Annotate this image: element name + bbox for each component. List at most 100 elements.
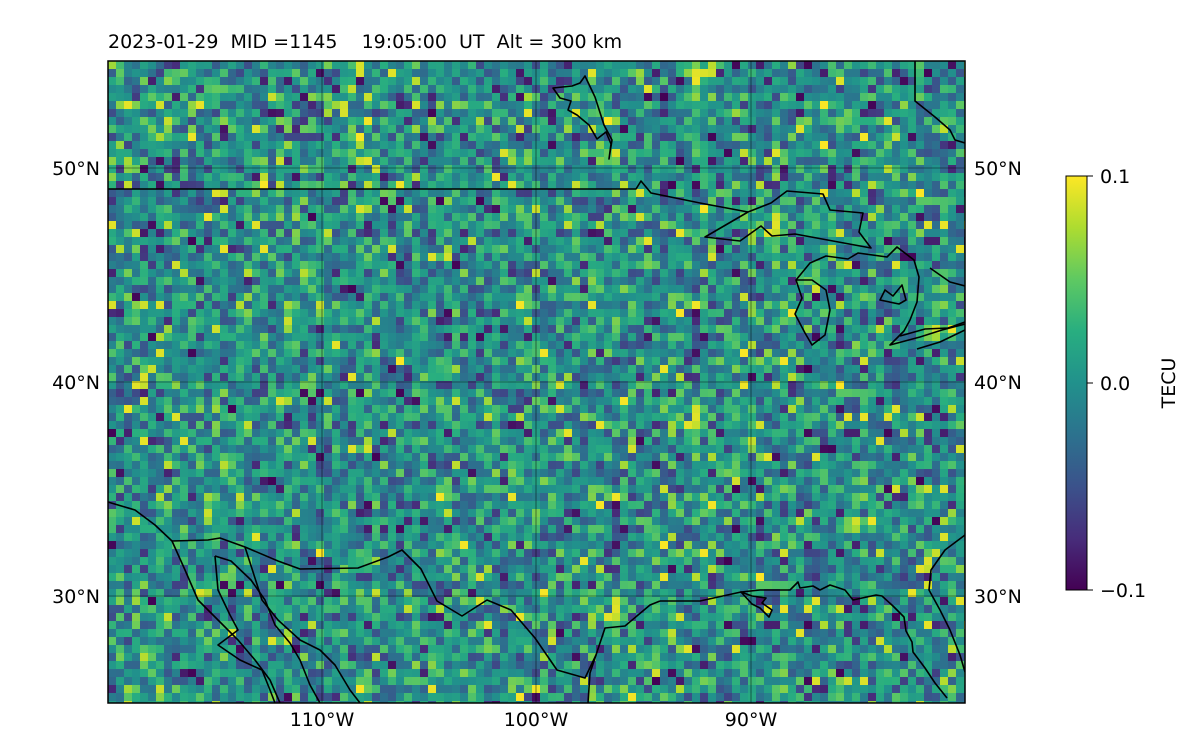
heatmap-cell [252, 253, 261, 262]
heatmap-cell [164, 349, 173, 358]
heatmap-cell [292, 285, 301, 294]
heatmap-cell [636, 309, 645, 318]
heatmap-cell [396, 397, 405, 406]
heatmap-cell [820, 165, 829, 174]
heatmap-cell [844, 325, 853, 334]
heatmap-cell [884, 85, 893, 94]
heatmap-cell [228, 405, 237, 414]
heatmap-cell [820, 413, 829, 422]
heatmap-cell [492, 69, 501, 78]
heatmap-cell [844, 85, 853, 94]
heatmap-cell [540, 397, 549, 406]
heatmap-cell [700, 245, 709, 254]
heatmap-cell [956, 61, 965, 70]
heatmap-cell [684, 229, 693, 238]
heatmap-cell [812, 117, 821, 126]
heatmap-cell [852, 325, 861, 334]
heatmap-cell [836, 373, 845, 382]
heatmap-cell [700, 341, 709, 350]
heatmap-cell [684, 125, 693, 134]
heatmap-cell [820, 85, 829, 94]
heatmap-cell [540, 277, 549, 286]
heatmap-cell [756, 189, 765, 198]
heatmap-cell [500, 157, 509, 166]
heatmap-cell [228, 373, 237, 382]
heatmap-cell [916, 325, 925, 334]
heatmap-cell [556, 309, 565, 318]
heatmap-cell [692, 381, 701, 390]
heatmap-cell [940, 421, 949, 430]
heatmap-cell [244, 85, 253, 94]
heatmap-cell [268, 373, 277, 382]
heatmap-cell [284, 205, 293, 214]
heatmap-cell [420, 61, 429, 70]
heatmap-cell [172, 277, 181, 286]
heatmap-cell [500, 421, 509, 430]
heatmap-cell [340, 173, 349, 182]
heatmap-cell [180, 349, 189, 358]
heatmap-cell [420, 325, 429, 334]
heatmap-cell [212, 61, 221, 70]
heatmap-cell [484, 269, 493, 278]
heatmap-cell [244, 149, 253, 158]
heatmap-cell [452, 189, 461, 198]
heatmap-cell [140, 61, 149, 70]
heatmap-cell [620, 269, 629, 278]
heatmap-cell [940, 245, 949, 254]
heatmap-cell [732, 125, 741, 134]
heatmap-cell [932, 101, 941, 110]
heatmap-cell [436, 237, 445, 246]
heatmap-cell [716, 317, 725, 326]
heatmap-cell [732, 69, 741, 78]
heatmap-cell [212, 77, 221, 86]
heatmap-cell [388, 317, 397, 326]
heatmap-cell [716, 117, 725, 126]
heatmap-cell [868, 189, 877, 198]
heatmap-cell [652, 277, 661, 286]
heatmap-cell [604, 173, 613, 182]
heatmap-cell [812, 133, 821, 142]
heatmap-cell [916, 397, 925, 406]
heatmap-cell [844, 109, 853, 118]
heatmap-cell [340, 181, 349, 190]
heatmap-cell [268, 341, 277, 350]
heatmap-cell [764, 261, 773, 270]
heatmap-cell [308, 333, 317, 342]
heatmap-cell [500, 293, 509, 302]
heatmap-cell [956, 277, 965, 286]
heatmap-cell [596, 117, 605, 126]
heatmap-cell [780, 261, 789, 270]
heatmap-cell [124, 429, 133, 438]
heatmap-cell [772, 317, 781, 326]
heatmap-cell [300, 373, 309, 382]
heatmap-cell [356, 341, 365, 350]
heatmap-cell [900, 149, 909, 158]
heatmap-cell [564, 301, 573, 310]
heatmap-cell [916, 125, 925, 134]
heatmap-cell [276, 421, 285, 430]
heatmap-cell [804, 125, 813, 134]
heatmap-cell [692, 133, 701, 142]
heatmap-cell [212, 229, 221, 238]
heatmap-cell [420, 381, 429, 390]
heatmap-cell [500, 213, 509, 222]
heatmap-cell [252, 229, 261, 238]
heatmap-cell [780, 341, 789, 350]
heatmap-cell [572, 173, 581, 182]
heatmap-cell [364, 421, 373, 430]
heatmap-cell [636, 61, 645, 70]
heatmap-cell [124, 117, 133, 126]
heatmap-cell [444, 141, 453, 150]
heatmap-cell [412, 181, 421, 190]
heatmap-cell [900, 133, 909, 142]
heatmap-cell [236, 101, 245, 110]
heatmap-cell [268, 301, 277, 310]
heatmap-cell [300, 285, 309, 294]
heatmap-cell [412, 101, 421, 110]
heatmap-cell [604, 237, 613, 246]
heatmap-cell [108, 101, 117, 110]
heatmap-cell [876, 109, 885, 118]
heatmap-cell [556, 101, 565, 110]
heatmap-cell [772, 181, 781, 190]
heatmap-cell [780, 405, 789, 414]
